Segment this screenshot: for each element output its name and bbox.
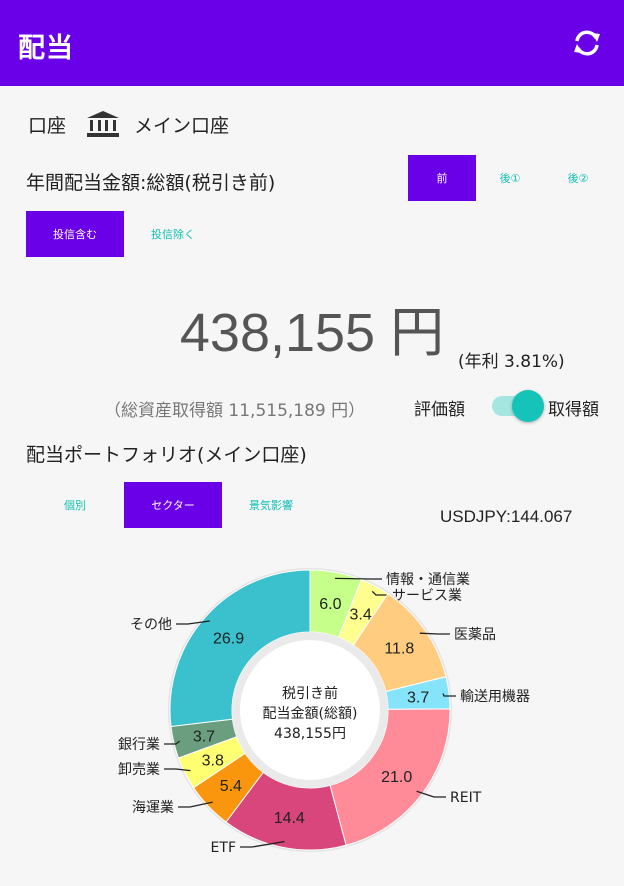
- donut-outline: [168, 568, 452, 852]
- app-bar: 配当: [0, 0, 624, 86]
- donut-hole: [240, 640, 380, 780]
- tax-after1-button[interactable]: 後①: [499, 172, 521, 185]
- tab-individual[interactable]: 個別: [64, 499, 86, 512]
- slice-label-4: REIT: [450, 790, 482, 806]
- sync-icon[interactable]: [570, 27, 604, 59]
- tab-sector[interactable]: セクター: [124, 482, 222, 528]
- toggle-knob: [512, 390, 544, 422]
- sector-donut-chart: 6.0 情報・通信業 3.4 サービス業 11.8 医薬品 3.7 輸送用機器 21.0 REIT…: [118, 568, 530, 856]
- slice-value-8: 3.7: [193, 728, 215, 745]
- leader-line-6: [178, 801, 213, 808]
- toggle-label-valuation: 評価額: [414, 400, 465, 420]
- slice-label-1: サービス業: [392, 588, 462, 604]
- leader-line-5: [240, 840, 285, 848]
- annual-dividend-label: 年間配当金額:総額(税引き前): [26, 172, 276, 194]
- bank-icon: [87, 111, 120, 137]
- center-label-amount: 438,155円: [274, 726, 346, 742]
- leader-line-8: [164, 740, 181, 745]
- center-label-tax: 税引き前: [282, 686, 338, 702]
- slice-value-2: 11.8: [384, 641, 414, 658]
- slice-label-0: 情報・通信業: [386, 572, 470, 588]
- tab-economic-impact[interactable]: 景気影響: [249, 499, 293, 512]
- annual-dividend-amount: 438,155 円: [179, 303, 445, 363]
- toggle-label-cost: 取得額: [548, 400, 599, 420]
- leader-line-0: [335, 577, 382, 580]
- annual-yield: (年利 3.81%): [458, 352, 565, 372]
- slice-value-7: 3.8: [202, 752, 224, 769]
- account-row[interactable]: 口座 メイン口座: [28, 108, 229, 140]
- slice-label-9: その他: [130, 617, 172, 633]
- total-asset-cost: （総資産取得額 11,515,189 円）: [104, 401, 366, 421]
- leader-line-7: [164, 768, 191, 772]
- slice-label-8: 銀行業: [118, 737, 160, 753]
- page-title: 配当: [18, 33, 74, 64]
- leader-line-3: [442, 693, 456, 697]
- slice-label-5: ETF: [211, 840, 236, 856]
- slice-value-4: 21.0: [381, 769, 412, 786]
- usdjpy-rate: USDJPY:144.067: [440, 507, 573, 526]
- leader-line-9: [176, 620, 210, 625]
- slice-value-6: 5.4: [220, 778, 242, 795]
- slice-label-2: 医薬品: [454, 627, 496, 643]
- include-trust-button[interactable]: 投信含む: [26, 211, 124, 257]
- exclude-trust-button[interactable]: 投信除く: [151, 228, 195, 241]
- slice-value-9: 26.9: [213, 631, 244, 648]
- leader-line-1: [371, 590, 388, 596]
- portfolio-title: 配当ポートフォリオ(メイン口座): [26, 444, 307, 466]
- tax-before-button[interactable]: 前: [408, 155, 476, 201]
- tax-after2-button[interactable]: 後②: [567, 172, 589, 185]
- account-label: 口座: [28, 114, 67, 137]
- slice-value-0: 6.0: [319, 596, 341, 613]
- slice-label-3: 輸送用機器: [460, 689, 530, 705]
- valuation-toggle[interactable]: [492, 390, 544, 422]
- slice-label-7: 卸売業: [118, 762, 160, 778]
- account-name: メイン口座: [134, 114, 230, 137]
- slice-value-5: 14.4: [274, 810, 305, 827]
- leader-line-2: [419, 632, 450, 635]
- slice-value-3: 3.7: [407, 690, 429, 707]
- slice-label-6: 海運業: [132, 800, 174, 816]
- center-label-total: 配当金額(総額): [262, 706, 358, 722]
- leader-line-4: [416, 790, 446, 798]
- slice-value-1: 3.4: [350, 606, 372, 623]
